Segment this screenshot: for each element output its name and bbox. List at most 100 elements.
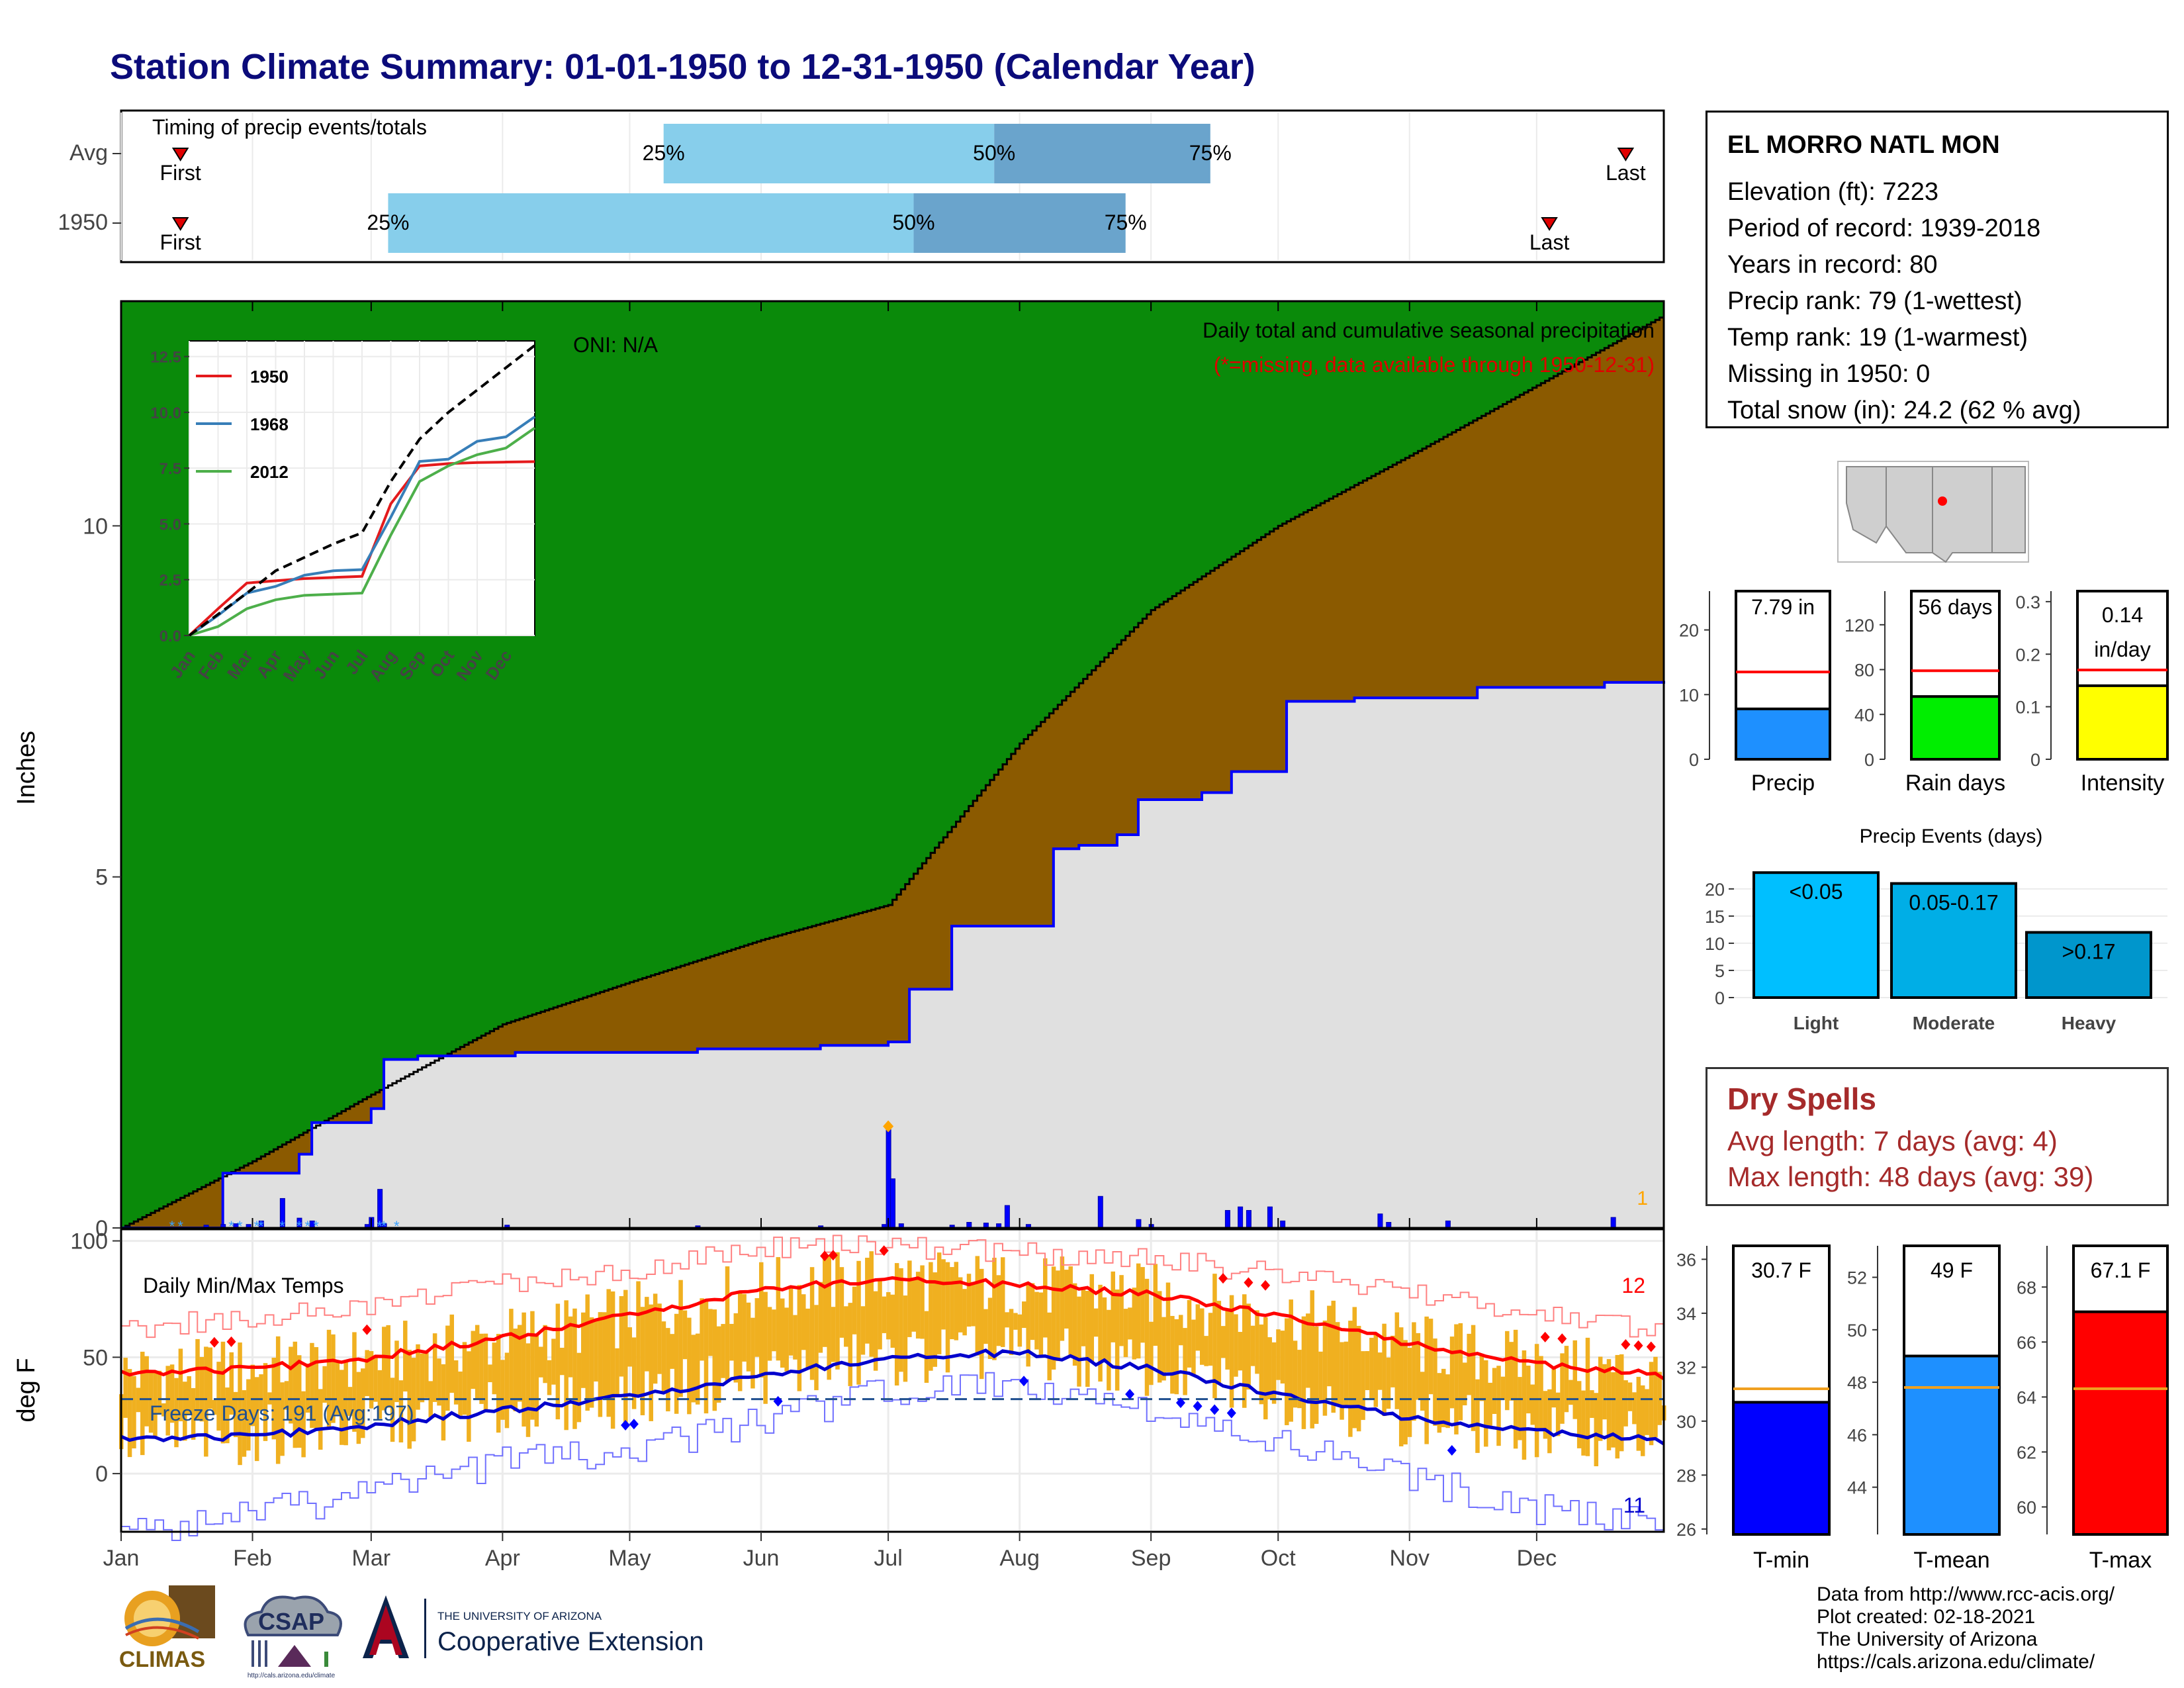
daily-temp-range-bar — [335, 1362, 340, 1415]
daily-temp-range-bar — [377, 1370, 383, 1419]
daily-temp-range-bar — [687, 1317, 692, 1415]
summary-value-label: in/day — [2094, 637, 2150, 661]
daily-temp-range-bar — [560, 1348, 565, 1376]
daily-temp-range-bar — [767, 1307, 772, 1361]
first-event-label: First — [160, 230, 201, 254]
credit-university: The University of Arizona — [1817, 1628, 2038, 1650]
summary-ytick-label: 0 — [2030, 750, 2040, 770]
daily-temp-range-bar — [754, 1298, 760, 1357]
record-high-marker — [1244, 1277, 1253, 1288]
daily-temp-range-bar — [246, 1379, 251, 1451]
daily-temp-range-bar — [174, 1378, 179, 1448]
station-name: EL MORRO NATL MON — [1727, 131, 2000, 159]
daily-temp-range-bar — [695, 1333, 700, 1405]
daily-temp-range-bar — [1001, 1257, 1005, 1347]
record-high-marker — [226, 1336, 236, 1347]
record-high-marker — [362, 1324, 372, 1335]
daily-temp-range-bar — [729, 1323, 734, 1361]
inset-ytick-label: 10.0 — [150, 404, 181, 422]
daily-temp-range-bar — [856, 1260, 861, 1385]
station-total-snow: Total snow (in): 24.2 (62 % avg) — [1727, 397, 2081, 424]
daily-temp-range-bar — [157, 1370, 162, 1415]
daily-temp-range-bar — [136, 1387, 141, 1413]
daily-temp-range-bar — [831, 1307, 836, 1362]
record-high-line — [121, 1235, 1664, 1338]
daily-temp-range-bar — [555, 1303, 561, 1420]
precip-title: Daily total and cumulative seasonal prec… — [1203, 318, 1655, 342]
temp-frame — [120, 1228, 1665, 1533]
ua-cooperative-extension-logo: THE UNIVERSITY OF ARIZONA Cooperative Ex… — [363, 1595, 704, 1658]
daily-temp-range-bar — [924, 1311, 929, 1383]
daily-temp-range-bar — [746, 1302, 751, 1372]
daily-temp-range-bar — [398, 1380, 404, 1443]
daily-temp-range-bar — [983, 1309, 988, 1344]
daily-temp-range-bar — [1204, 1336, 1208, 1366]
daily-temp-range-bar — [814, 1305, 819, 1391]
daily-temp-range-bar — [216, 1362, 221, 1431]
snow-marker: * — [177, 1218, 183, 1235]
summary-value-bar — [2072, 1310, 2169, 1536]
daily-temp-range-bar — [1178, 1315, 1183, 1346]
precip-cumulative-line — [121, 680, 1665, 1229]
summary-ytick-label: 60 — [2017, 1497, 2036, 1517]
summary-ytick-label: 40 — [1854, 705, 1874, 725]
daily-temp-range-bar — [1458, 1323, 1463, 1421]
daily-temp-range-bar — [708, 1309, 713, 1356]
daily-temp-range-bar — [178, 1348, 183, 1422]
daily-temp-range-bar — [1221, 1326, 1226, 1358]
temp-ytick-label: 0 — [95, 1462, 108, 1487]
summary-chart-t-mean: 44 46 48 50 52 49 F T-mean — [1847, 1244, 2001, 1573]
daily-temp-range-bar — [1412, 1322, 1416, 1421]
summary-chart-t-max: 60 62 64 66 68 67.1 F T-max — [2017, 1244, 2169, 1573]
daily-temp-range-bar — [1263, 1317, 1268, 1420]
daily-temp-range-bar — [352, 1332, 357, 1432]
daily-temp-range-bar — [428, 1381, 433, 1417]
daily-temp-range-bar — [568, 1316, 573, 1378]
climas-logo: CLIMAS — [119, 1585, 215, 1672]
record-low-marker — [629, 1419, 639, 1430]
month-label: Nov — [1390, 1546, 1430, 1571]
daily-temp-range-bar — [250, 1364, 255, 1427]
daily-temp-range-bar — [1208, 1313, 1213, 1366]
daily-temp-range-bar — [975, 1256, 980, 1356]
daily-temp-range-bar — [1174, 1319, 1179, 1395]
summary-chart-intensity: 0 0.1 0.2 0.3 0.14 in/day Intensity — [2015, 590, 2169, 796]
daily-temp-range-bar — [1449, 1336, 1455, 1409]
daily-temp-range-bar — [818, 1282, 823, 1353]
ua-small-text: THE UNIVERSITY OF ARIZONA — [437, 1610, 602, 1622]
month-label: May — [608, 1546, 651, 1571]
record-low-marker — [1175, 1397, 1185, 1409]
daily-temp-range-bar — [220, 1341, 226, 1444]
timing-bar-early — [663, 124, 995, 183]
daily-temp-range-bar — [1157, 1291, 1162, 1383]
summary-ytick-label: 36 — [1676, 1250, 1696, 1270]
daily-temp-range-bar — [199, 1356, 205, 1422]
daily-temp-range-bar — [1153, 1264, 1158, 1346]
daily-temp-range-bar — [310, 1342, 314, 1429]
dry-spells-title: Dry Spells — [1727, 1082, 1876, 1116]
daily-temp-range-bar — [1471, 1325, 1476, 1431]
daily-temp-range-bar — [763, 1291, 768, 1404]
daily-temp-range-bar — [954, 1262, 959, 1340]
daily-precip-bar — [1246, 1209, 1251, 1229]
inset-ytick-label: 2.5 — [159, 572, 181, 590]
daily-precip-bar — [1280, 1220, 1286, 1229]
daily-temp-range-bar — [1369, 1337, 1374, 1399]
daily-temp-range-bar — [903, 1295, 908, 1382]
daily-temp-range-bar — [915, 1272, 921, 1339]
record-high-marker — [1646, 1341, 1656, 1352]
daily-temp-range-bar — [123, 1358, 128, 1418]
daily-temp-range-bar — [1505, 1331, 1510, 1411]
daily-temp-range-bar — [1640, 1385, 1645, 1456]
temp-title: Daily Min/Max Temps — [143, 1274, 343, 1297]
record-high-marker — [820, 1250, 830, 1262]
daily-temp-range-bar — [564, 1300, 569, 1430]
month-label: Sep — [1131, 1546, 1171, 1571]
station-temp-rank: Temp rank: 19 (1-warmest) — [1727, 324, 2028, 352]
daily-temp-range-bar — [1271, 1342, 1277, 1404]
inset-legend-label: 2012 — [250, 462, 289, 482]
daily-temp-range-bar — [585, 1294, 590, 1411]
daily-temp-range-bar — [458, 1371, 463, 1416]
first-event-marker — [171, 217, 189, 231]
dry-spells-box: Dry Spells Avg length: 7 days (avg: 4) M… — [1706, 1067, 2169, 1206]
